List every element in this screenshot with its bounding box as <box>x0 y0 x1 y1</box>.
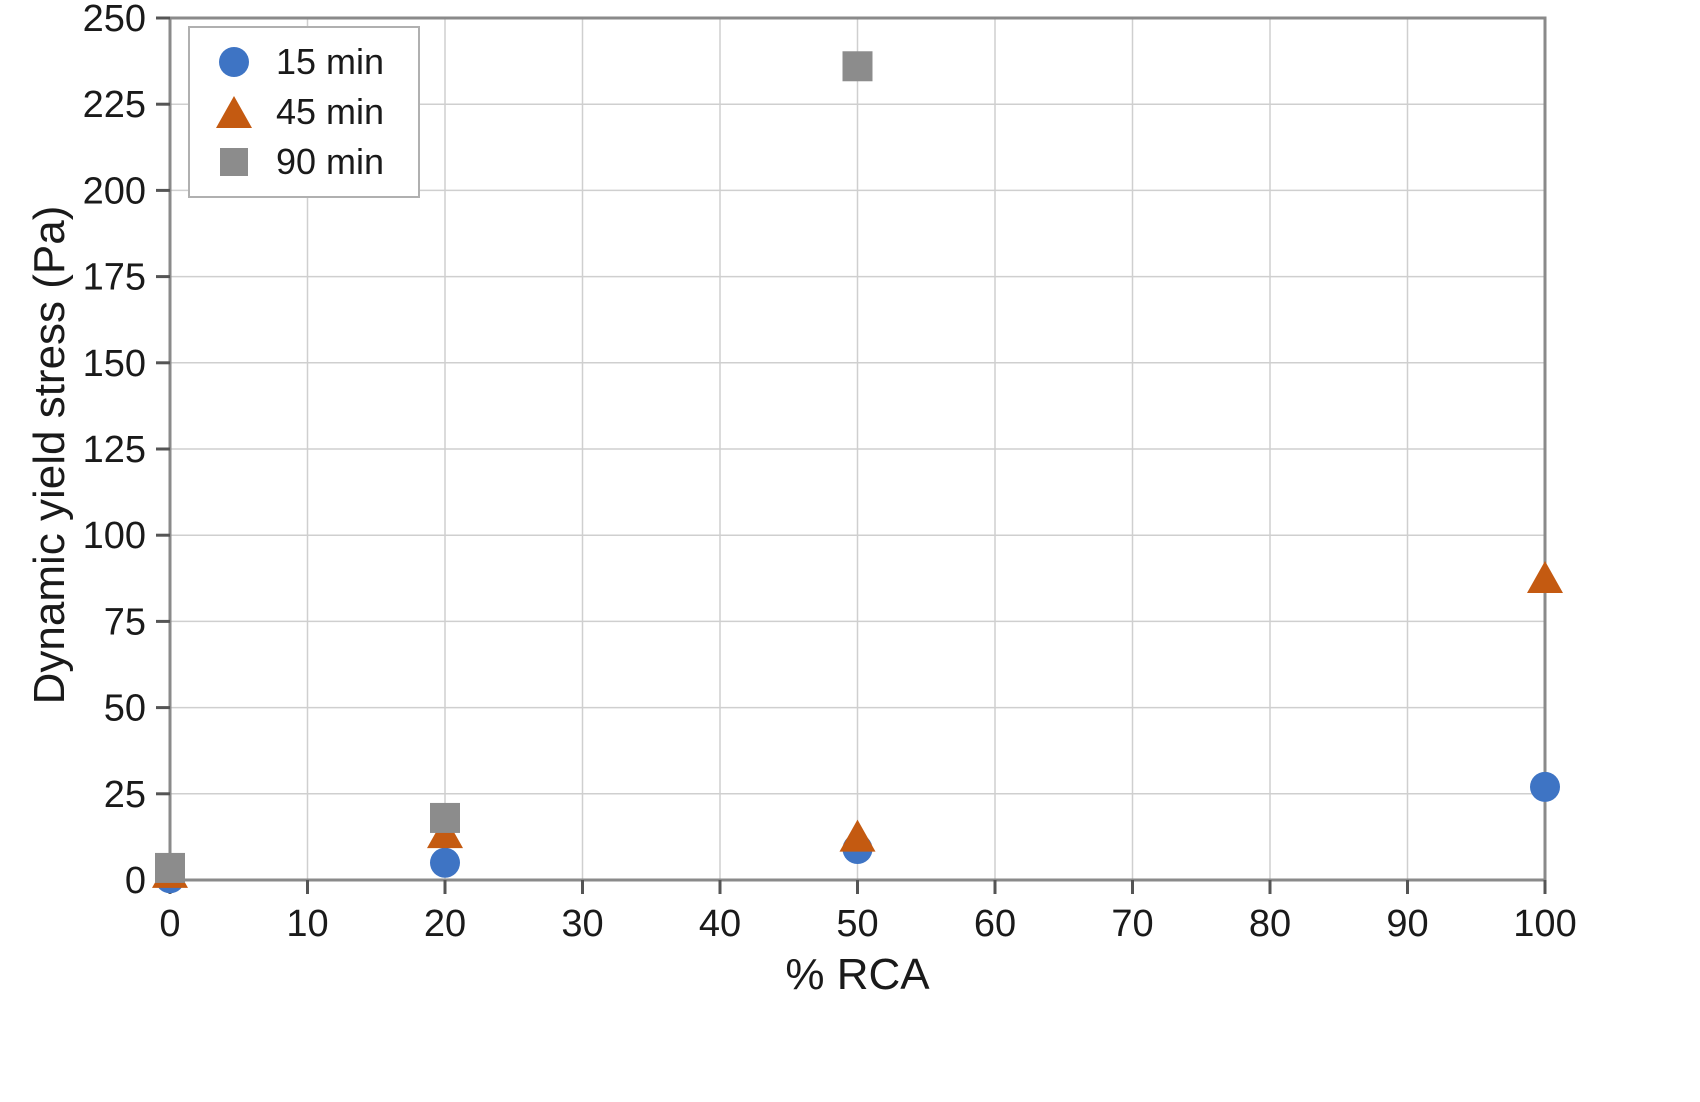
y-tick-label: 125 <box>83 429 146 471</box>
y-tick-label: 225 <box>83 84 146 126</box>
y-tick-label: 250 <box>83 0 146 40</box>
legend-label-45min: 45 min <box>276 91 385 132</box>
data-point-90-min <box>430 802 460 833</box>
y-tick-label: 200 <box>83 170 146 212</box>
data-point-45-min <box>839 819 876 852</box>
triangle-marker-icon <box>216 94 252 130</box>
legend-label-15min: 15 min <box>276 41 385 82</box>
x-tick-label: 10 <box>286 903 328 945</box>
x-tick-label: 20 <box>424 903 466 945</box>
square-marker-icon <box>216 144 252 180</box>
data-point-15-min <box>430 847 460 878</box>
legend-label-90min: 90 min <box>276 141 385 182</box>
legend-item-15min: 15 min <box>216 44 384 80</box>
x-tick-label: 70 <box>1111 903 1153 945</box>
x-tick-label: 80 <box>1249 903 1291 945</box>
legend-item-90min: 90 min <box>216 144 384 180</box>
y-tick-label: 75 <box>104 601 146 643</box>
data-point-90-min <box>155 852 185 883</box>
legend-item-45min: 45 min <box>216 94 384 130</box>
x-tick-label: 50 <box>836 903 878 945</box>
x-tick-label: 0 <box>159 903 180 945</box>
y-tick-label: 50 <box>104 688 146 730</box>
x-tick-label: 100 <box>1513 903 1576 945</box>
x-tick-label: 60 <box>974 903 1016 945</box>
y-tick-label: 175 <box>83 257 146 299</box>
y-tick-label: 25 <box>104 774 146 816</box>
data-point-45-min <box>1527 561 1563 594</box>
data-point-90-min <box>842 51 873 82</box>
x-tick-label: 90 <box>1386 903 1428 945</box>
y-tick-label: 100 <box>83 515 146 557</box>
x-tick-label: 40 <box>699 903 741 945</box>
legend: 15 min 45 min 90 min <box>188 26 421 198</box>
y-tick-label: 0 <box>125 860 146 902</box>
x-tick-label: 30 <box>561 903 603 945</box>
data-point-15-min <box>1530 771 1560 802</box>
x-axis-title: % RCA <box>785 950 930 999</box>
y-axis-title: Dynamic yield stress (Pa) <box>25 205 74 705</box>
circle-marker-icon <box>216 44 252 80</box>
y-tick-label: 150 <box>83 343 146 385</box>
